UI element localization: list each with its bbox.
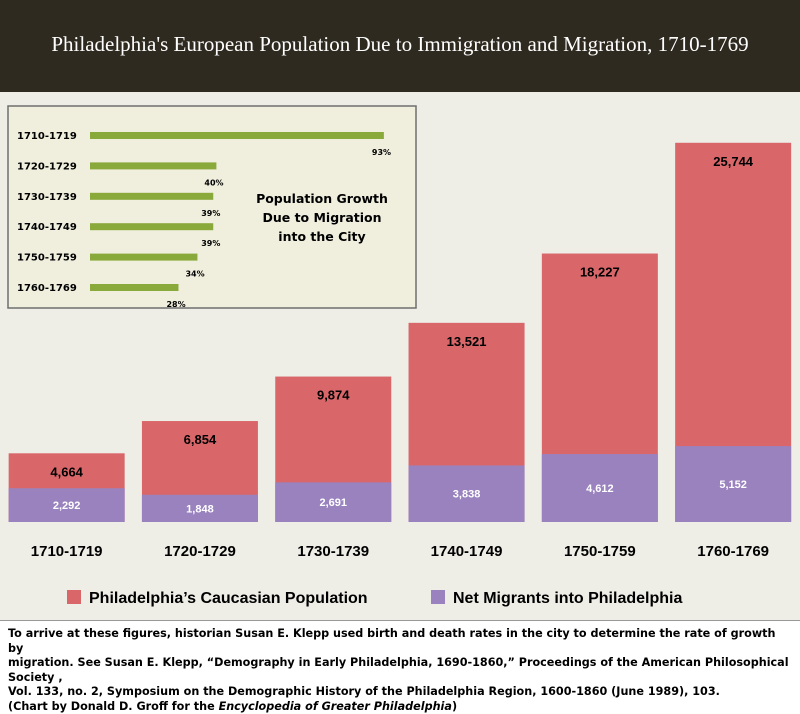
chart-credit: (Chart by Donald D. Groff for the Encycl…	[8, 700, 792, 714]
inset-value-label: 40%	[204, 178, 223, 187]
chart-canvas: 4,664 2,292 1710-1719 6,854 1,848 1720-1729 9,…	[0, 92, 800, 620]
migrants-data-label: 2,292	[53, 500, 81, 512]
legend-label-migrants: Net Migrants into Philadelphia	[453, 590, 682, 607]
inset-category-label: 1760-1769	[17, 283, 77, 294]
migrants-data-label: 3,838	[453, 489, 481, 501]
credit-prefix: (Chart by Donald D. Groff for the	[8, 700, 219, 713]
credit-suffix: )	[452, 700, 457, 713]
inset-value-label: 28%	[166, 300, 185, 309]
title-bar: Philadelphia's European Population Due t…	[0, 0, 800, 92]
migrants-data-label: 4,612	[586, 483, 614, 495]
inset-value-label: 93%	[372, 148, 391, 157]
migrants-data-label: 2,691	[319, 497, 347, 509]
x-tick-label: 1740-1749	[431, 543, 503, 560]
population-data-label: 13,521	[447, 334, 487, 349]
inset-value-label: 39%	[201, 239, 220, 248]
population-data-label: 9,874	[317, 388, 350, 403]
inset-bar	[90, 193, 213, 200]
migrants-data-label: 5,152	[719, 479, 747, 491]
inset-bar	[90, 254, 197, 261]
inset-bar	[90, 284, 178, 291]
legend-label-population: Philadelphia’s Caucasian Population	[89, 590, 368, 607]
credit-source: Encyclopedia of Greater Philadelphia	[219, 700, 452, 713]
inset-category-label: 1720-1729	[17, 161, 77, 172]
chart-title: Philadelphia's European Population Due t…	[0, 32, 800, 57]
inset-bar	[90, 223, 213, 230]
inset-category-label: 1710-1719	[17, 131, 77, 142]
inset-bar	[90, 162, 216, 169]
x-tick-label: 1750-1759	[564, 543, 636, 560]
footnote: To arrive at these figures, historian Su…	[0, 620, 800, 705]
population-data-label: 4,664	[50, 464, 83, 479]
inset-category-label: 1730-1739	[17, 192, 77, 203]
x-tick-label: 1730-1739	[297, 543, 369, 560]
x-tick-label: 1710-1719	[31, 543, 103, 560]
inset-title-line: into the City	[278, 229, 365, 244]
migrants-data-label: 1,848	[186, 503, 214, 515]
inset-category-label: 1750-1759	[17, 253, 77, 264]
footnote-line: migration. See Susan E. Klepp, “Demograp…	[8, 656, 792, 685]
footnote-line: To arrive at these figures, historian Su…	[8, 627, 792, 656]
footnote-line: Vol. 133, no. 2, Symposium on the Demogr…	[8, 685, 792, 700]
inset-title-line: Due to Migration	[262, 210, 381, 225]
population-data-label: 6,854	[184, 432, 217, 447]
population-data-label: 18,227	[580, 265, 620, 280]
x-tick-label: 1720-1729	[164, 543, 236, 560]
legend-swatch-migrants	[431, 590, 445, 604]
inset-value-label: 39%	[201, 209, 220, 218]
inset-bar	[90, 132, 384, 139]
inset-value-label: 34%	[185, 270, 204, 279]
inset-title-line: Population Growth	[256, 191, 388, 206]
inset-category-label: 1740-1749	[17, 222, 77, 233]
population-data-label: 25,744	[713, 154, 754, 169]
legend-swatch-population	[67, 590, 81, 604]
x-tick-label: 1760-1769	[697, 543, 769, 560]
